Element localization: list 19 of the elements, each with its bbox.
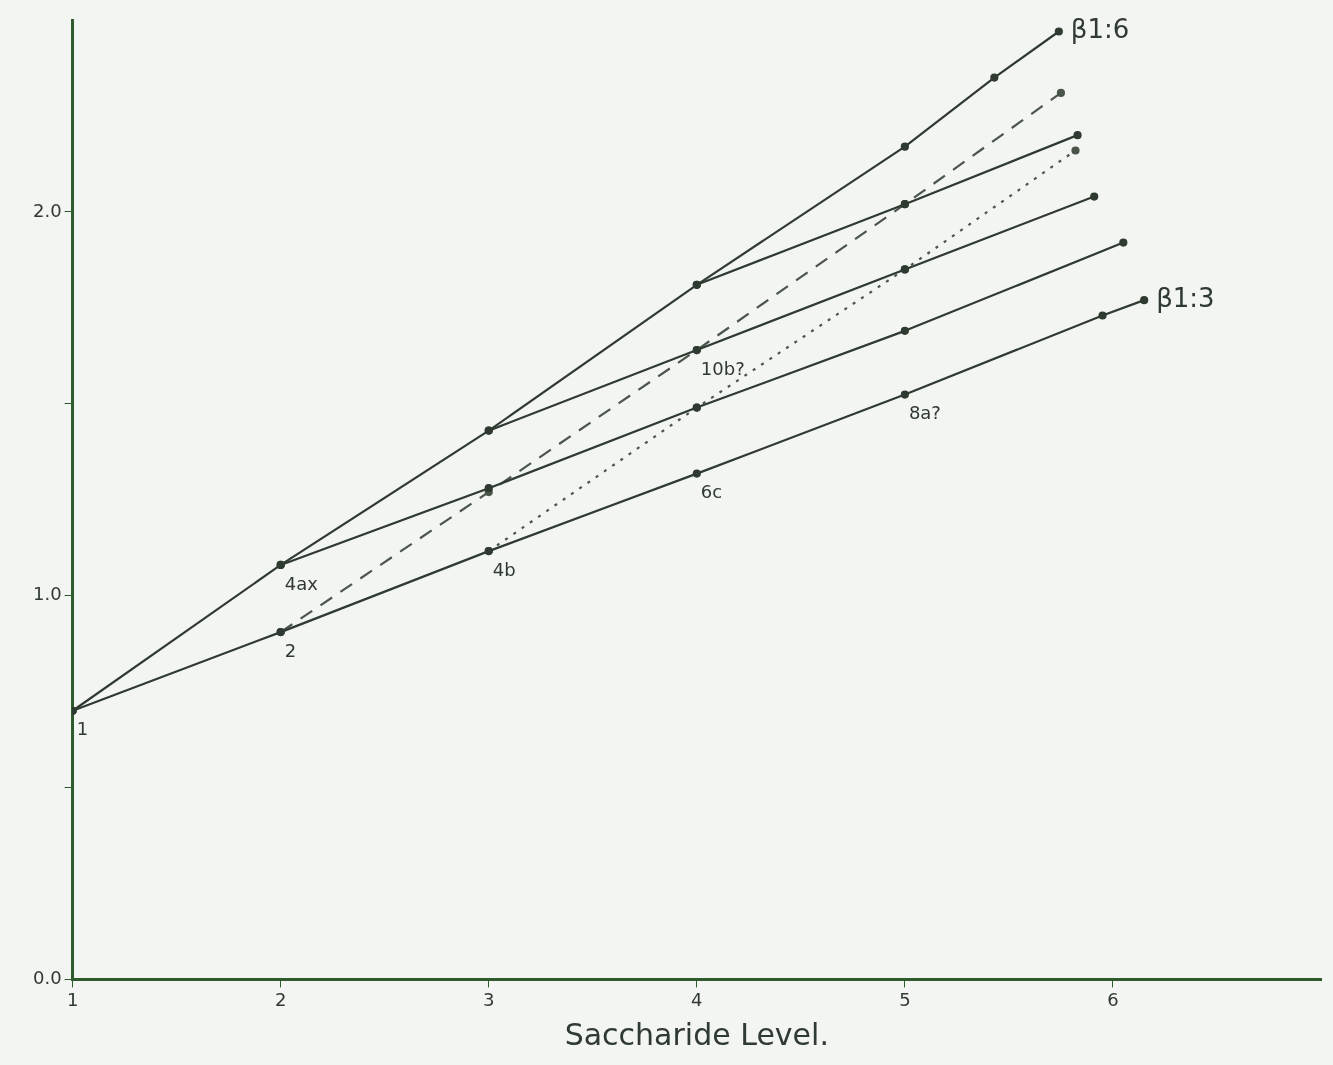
y-tick-label: 1.0	[32, 583, 62, 605]
x-tick-label: 1	[66, 988, 79, 1010]
annotation: 4b	[492, 558, 516, 580]
x-tick-label: 4	[691, 988, 703, 1010]
annotation: 8a?	[908, 402, 941, 424]
x-tick-label: 6	[1107, 988, 1119, 1010]
annotation: 10b?	[700, 357, 745, 379]
annotation: 2	[284, 639, 297, 661]
y-tick-label: 0.0	[32, 967, 62, 989]
x-tick-label: 3	[483, 988, 495, 1010]
x-tick-label: 5	[899, 988, 911, 1010]
annotation: 1	[76, 718, 89, 740]
annotation: 6c	[700, 481, 723, 503]
series-label: β1:3	[1156, 282, 1215, 313]
y-tick-label: 2.0	[32, 199, 62, 221]
x-tick-label: 2	[274, 988, 287, 1010]
x-axis-title: Saccharide Level.	[564, 1016, 829, 1052]
annotation: 4ax	[284, 572, 319, 594]
series-label: β1:6	[1070, 14, 1130, 45]
